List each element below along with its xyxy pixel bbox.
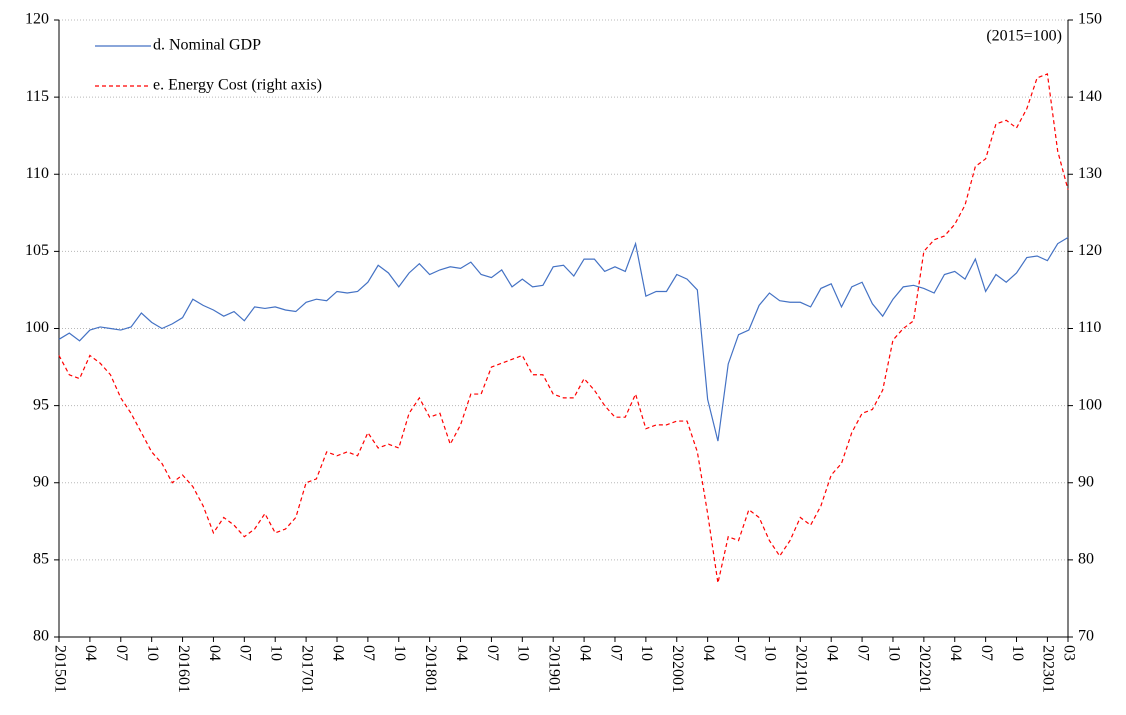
x-tick-label: 201501 <box>51 645 68 693</box>
y2-tick-label: 100 <box>1078 396 1102 413</box>
x-tick-label: 07 <box>237 645 254 661</box>
y2-tick-label: 140 <box>1078 88 1102 105</box>
x-tick-label: 10 <box>391 645 408 661</box>
x-tick-label: 03 <box>1060 645 1077 661</box>
x-tick-label: 10 <box>1009 645 1026 661</box>
y-tick-label: 80 <box>33 628 49 645</box>
x-tick-label: 07 <box>854 645 871 661</box>
x-tick-label: 10 <box>515 645 532 661</box>
x-tick-label: 201901 <box>546 645 563 693</box>
x-tick-label: 07 <box>731 645 748 661</box>
x-tick-label: 04 <box>700 645 717 661</box>
y2-tick-label: 120 <box>1078 242 1102 259</box>
y-tick-label: 105 <box>25 242 49 259</box>
x-tick-label: 07 <box>978 645 995 661</box>
y-tick-label: 120 <box>25 11 49 28</box>
y2-tick-label: 150 <box>1078 11 1102 28</box>
x-tick-label: 10 <box>885 645 902 661</box>
y-tick-label: 85 <box>33 551 49 568</box>
x-tick-label: 07 <box>113 645 130 661</box>
x-tick-label: 07 <box>607 645 624 661</box>
y2-tick-label: 90 <box>1078 473 1094 490</box>
x-tick-label: 04 <box>824 645 841 661</box>
x-tick-label: 10 <box>638 645 655 661</box>
y2-tick-label: 70 <box>1078 628 1094 645</box>
x-tick-label: 07 <box>360 645 377 661</box>
x-tick-label: 201801 <box>422 645 439 693</box>
series-line <box>58 73 1069 584</box>
x-tick-label: 04 <box>82 645 99 661</box>
x-tick-label: 04 <box>206 645 223 661</box>
x-tick-label: 04 <box>576 645 593 661</box>
annotation: (2015=100) <box>986 28 1062 45</box>
x-tick-label: 10 <box>762 645 779 661</box>
y2-tick-label: 80 <box>1078 551 1094 568</box>
y-tick-label: 110 <box>26 165 49 182</box>
x-tick-label: 202001 <box>669 645 686 693</box>
legend-label: d. Nominal GDP <box>153 37 261 54</box>
legend-label: e. Energy Cost (right axis) <box>153 77 322 94</box>
x-tick-label: 04 <box>329 645 346 661</box>
x-tick-label: 07 <box>484 645 501 661</box>
x-tick-label: 202101 <box>793 645 810 693</box>
x-tick-label: 201701 <box>298 645 315 693</box>
x-tick-label: 202201 <box>916 645 933 693</box>
y-tick-label: 90 <box>33 473 49 490</box>
series-line <box>58 236 1069 442</box>
y2-tick-label: 110 <box>1078 319 1101 336</box>
y-tick-label: 115 <box>26 88 49 105</box>
x-tick-label: 202301 <box>1040 645 1057 693</box>
x-tick-label: 04 <box>453 645 470 661</box>
y-tick-label: 95 <box>33 396 49 413</box>
x-tick-label: 10 <box>268 645 285 661</box>
x-tick-label: 201601 <box>175 645 192 693</box>
y2-tick-label: 130 <box>1078 165 1102 182</box>
y-tick-label: 100 <box>25 319 49 336</box>
x-tick-label: 04 <box>947 645 964 661</box>
x-tick-label: 10 <box>144 645 161 661</box>
